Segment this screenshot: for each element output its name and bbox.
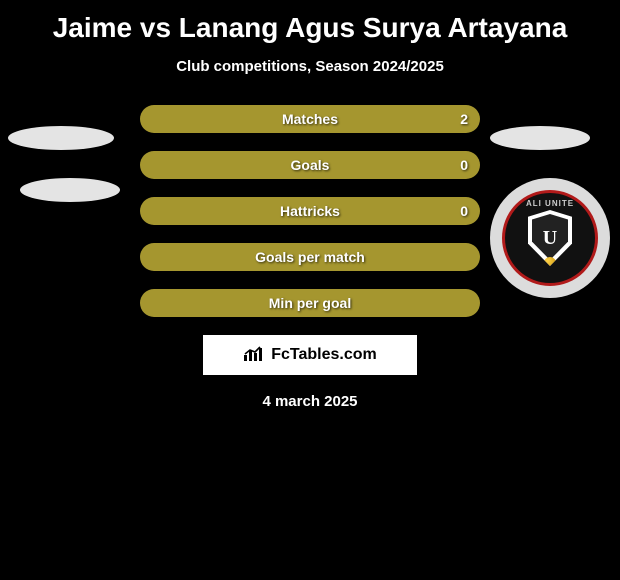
stat-bar-hattricks: Hattricks 0 bbox=[140, 197, 480, 225]
stat-label: Goals bbox=[291, 157, 330, 173]
stat-bar-matches: Matches 2 bbox=[140, 105, 480, 133]
page-subtitle: Club competitions, Season 2024/2025 bbox=[0, 58, 620, 75]
stat-label: Min per goal bbox=[269, 295, 351, 311]
stat-row: Min per goal bbox=[0, 289, 620, 317]
stat-label: Goals per match bbox=[255, 249, 365, 265]
stats-container: Matches 2 Goals 0 Hattricks 0 Goals per … bbox=[0, 105, 620, 317]
stat-bar-min-per-goal: Min per goal bbox=[140, 289, 480, 317]
stat-row: Hattricks 0 bbox=[0, 197, 620, 225]
brand-text: FcTables.com bbox=[271, 346, 377, 364]
stat-label: Hattricks bbox=[280, 203, 340, 219]
stat-value: 0 bbox=[460, 203, 468, 219]
stat-value: 0 bbox=[460, 157, 468, 173]
stat-row: Goals 0 bbox=[0, 151, 620, 179]
stat-label: Matches bbox=[282, 111, 338, 127]
stat-row: Matches 2 bbox=[0, 105, 620, 133]
date-label: 4 march 2025 bbox=[0, 393, 620, 410]
stat-bar-goals: Goals 0 bbox=[140, 151, 480, 179]
stat-bar-goals-per-match: Goals per match bbox=[140, 243, 480, 271]
page-title: Jaime vs Lanang Agus Surya Artayana bbox=[0, 0, 620, 44]
chart-icon bbox=[243, 344, 265, 367]
brand-box[interactable]: FcTables.com bbox=[203, 335, 417, 375]
stat-value: 2 bbox=[460, 111, 468, 127]
stat-row: Goals per match bbox=[0, 243, 620, 271]
